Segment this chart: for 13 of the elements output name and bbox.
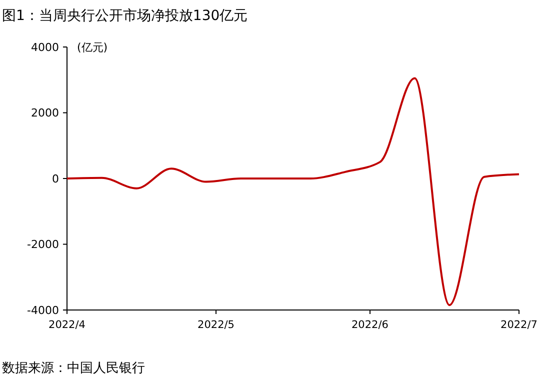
y-tick-label: 4000 [31,40,59,54]
y-tick-label: 2000 [31,106,59,120]
x-tick-label: 2022/5 [198,319,234,331]
x-tick-label: 2022/7 [500,319,538,331]
source-note: 数据来源：中国人民银行 [2,361,145,376]
chart-title: 图1：当周央行公开市场净投放130亿元 [2,8,248,24]
x-tick-label: 2022/4 [48,319,86,331]
line-series [66,77,520,306]
y-axis-title: (亿元) [77,41,108,54]
y-tick-label: -2000 [27,238,59,252]
y-tick-label: -4000 [27,304,59,317]
y-tick-label: 0 [52,172,59,186]
x-tick-label: 2022/6 [352,319,389,331]
